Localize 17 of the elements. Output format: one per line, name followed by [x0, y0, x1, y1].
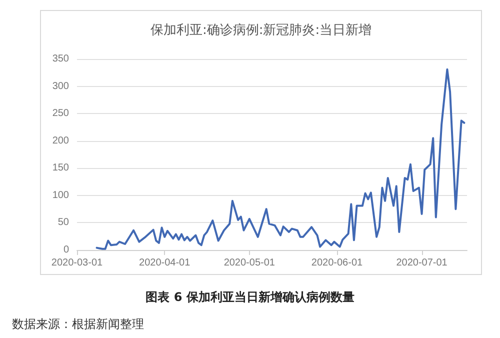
line-series: [96, 68, 466, 250]
y-tick-label: 300: [52, 80, 70, 92]
text: 图表 6 保加利亚当日新增确认病例数量: [144, 289, 356, 306]
x-tick-label: 2020-03-01: [51, 258, 104, 268]
y-tick-label: 250: [52, 108, 70, 120]
y-tick-label: 150: [52, 162, 70, 174]
source-note: 数据来源：根据新闻整理: [12, 316, 144, 333]
x-tick-label: 2020-04-01: [139, 258, 191, 268]
y-tick-label: 350: [52, 54, 70, 64]
x-tick-label: 2020-05-01: [224, 258, 276, 268]
y-tick-label: 200: [52, 135, 70, 146]
x-tick-label: 2020-06-01: [311, 258, 364, 268]
y-tick-label: 0: [63, 244, 70, 256]
y-tick-label: 50: [58, 217, 70, 228]
y-tick-label: 100: [52, 190, 70, 201]
x-tick-label: 2020-07-01: [396, 258, 448, 268]
chart-title: 保加利亚:确诊病例:新冠肺炎:当日新增: [150, 23, 372, 38]
